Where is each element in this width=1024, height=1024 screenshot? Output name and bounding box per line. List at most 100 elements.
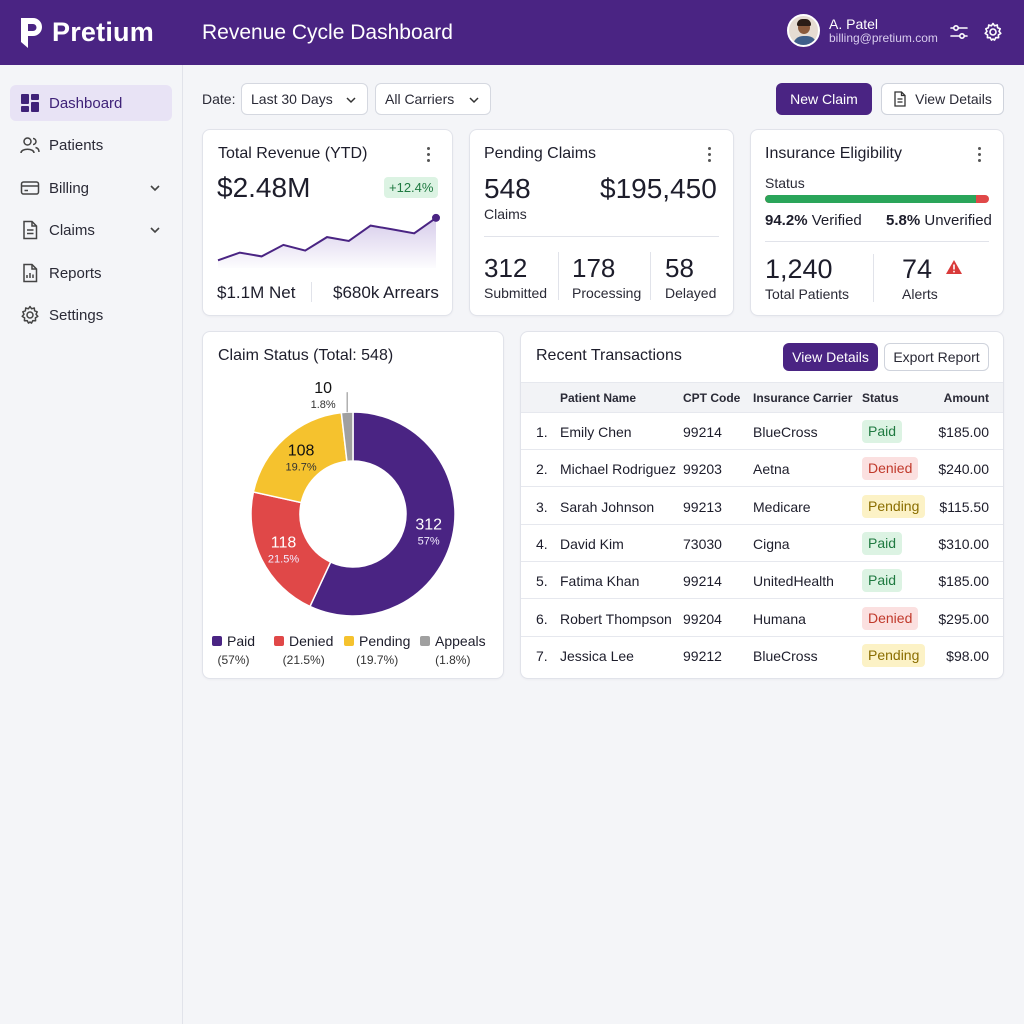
legend-label: Paid — [227, 632, 256, 649]
legend-item-pending[interactable]: Pending (19.7%) — [344, 632, 410, 667]
insurance-carrier: Cigna — [753, 535, 790, 552]
transactions-view-details-button[interactable]: View Details — [783, 343, 878, 371]
status-badge: Paid — [862, 420, 903, 443]
legend-item-paid[interactable]: Paid (57%) — [212, 632, 255, 667]
view-details-label: View Details — [915, 91, 992, 107]
alerts-label: Alerts — [902, 286, 938, 302]
claim-status-donut-chart: 312 57% 118 21.5% 108 19.7% 10 1.8% — [250, 380, 456, 617]
more-options-icon[interactable] — [427, 147, 431, 163]
column-header-amount[interactable]: Amount — [943, 391, 989, 405]
table-row[interactable]: 5. Fatima Khan 99214 UnitedHealth Paid $185.0… — [521, 562, 1003, 600]
patient-name: Fatima Khan — [560, 573, 640, 590]
total-revenue-card — [202, 129, 453, 316]
table-row[interactable]: 7. Jessica Lee 99212 BlueCross Pending $98.00 — [521, 637, 1003, 674]
user-name: A. Patel — [829, 15, 879, 32]
chevron-down-icon[interactable] — [148, 181, 162, 195]
table-row[interactable]: 4. David Kim 73030 Cigna Paid $310.00 — [521, 525, 1003, 562]
pending-count-label: Claims — [484, 206, 527, 222]
delayed-count: 58 — [665, 253, 694, 283]
sidebar-item-reports[interactable]: Reports — [10, 255, 172, 291]
table-row[interactable]: 1. Emily Chen 99214 BlueCross Paid $185.00 — [521, 413, 1003, 450]
status-badge: Pending — [862, 643, 926, 667]
sidebar-item-claims[interactable]: Claims — [10, 212, 172, 248]
legend-percent: (21.5%) — [282, 653, 325, 667]
sidebar-item-patients[interactable]: Patients — [10, 127, 172, 163]
insurance-carrier: BlueCross — [753, 424, 818, 440]
eligibility-progress-fill — [765, 195, 976, 203]
unverified-stat: 5.8% Unverified — [886, 212, 992, 229]
gear-icon — [21, 305, 39, 324]
status-badge: Denied — [862, 457, 919, 481]
legend-swatch — [274, 635, 284, 646]
donut-slice-paid[interactable] — [308, 411, 456, 617]
table-row[interactable]: 6. Robert Thompson 99204 Humana Denied $295.0… — [521, 600, 1003, 637]
patient-name: Emily Chen — [560, 424, 632, 440]
table-header: Patient Name CPT Code Insurance Carrier … — [521, 382, 1003, 413]
sidebar-item-dashboard[interactable]: Dashboard — [10, 85, 172, 121]
sparkline-endpoint — [432, 213, 440, 222]
legend-swatch — [420, 635, 430, 646]
donut-percent-label: 19.7% — [285, 461, 316, 473]
status-badge: Paid — [862, 569, 903, 593]
new-claim-button[interactable]: New Claim — [776, 83, 872, 115]
legend-item-appeals[interactable]: Appeals (1.8%) — [420, 632, 486, 667]
brand[interactable]: Pretium — [0, 16, 183, 50]
card-title: Pending Claims — [484, 145, 597, 162]
card-title: Claim Status (Total: 548) — [218, 347, 394, 364]
column-header-patient[interactable]: Patient Name — [560, 391, 637, 405]
pending-count: 548 — [484, 173, 531, 204]
unverified-label: Unverified — [924, 212, 992, 229]
donut-slice-denied[interactable] — [250, 491, 332, 608]
row-number: 7. — [536, 647, 548, 664]
table-row[interactable]: 3. Sarah Johnson 99213 Medicare Pending $115.… — [521, 488, 1003, 525]
carrier-select[interactable]: All Carriers — [375, 83, 491, 115]
chevron-down-icon[interactable] — [148, 223, 162, 237]
sidebar-item-settings[interactable]: Settings — [10, 297, 172, 333]
insurance-eligibility-card — [750, 129, 1004, 316]
dashboard-icon — [21, 94, 39, 112]
insurance-carrier: Humana — [753, 610, 806, 627]
page-title: Revenue Cycle Dashboard — [202, 20, 453, 44]
column-header-status[interactable]: Status — [862, 391, 899, 405]
sidebar-item-label: Settings — [49, 306, 104, 324]
date-range-select[interactable]: Last 30 Days — [241, 83, 368, 115]
sliders-icon[interactable] — [949, 22, 969, 42]
chevron-down-icon — [469, 97, 479, 104]
patient-name: Sarah Johnson — [560, 498, 655, 515]
cpt-code: 99213 — [683, 498, 722, 515]
donut-value-label: 10 — [314, 380, 332, 397]
submitted-count: 312 — [484, 253, 528, 283]
column-header-cpt[interactable]: CPT Code — [683, 391, 741, 405]
more-options-icon[interactable] — [708, 147, 712, 163]
amount: $240.00 — [938, 461, 989, 478]
sidebar-item-billing[interactable]: Billing — [10, 170, 172, 206]
legend-label: Appeals — [435, 632, 486, 649]
gear-icon[interactable] — [983, 22, 1003, 42]
pending-claims-card — [469, 129, 734, 316]
patient-name: Jessica Lee — [560, 647, 634, 664]
table-row[interactable]: 2. Michael Rodriguez 99203 Aetna Denied $240.… — [521, 450, 1003, 488]
donut-slice-pending[interactable] — [252, 411, 348, 504]
row-number: 6. — [536, 610, 548, 627]
insurance-carrier: UnitedHealth — [753, 573, 834, 590]
amount: $295.00 — [938, 610, 989, 627]
column-header-carrier[interactable]: Insurance Carrier — [753, 391, 853, 405]
avatar[interactable] — [787, 14, 820, 47]
total-patients-count: 1,240 — [765, 254, 833, 284]
arrears-revenue: $680k Arrears — [333, 283, 439, 302]
patient-name: Michael Rodriguez — [560, 461, 676, 478]
processing-count: 178 — [572, 253, 616, 283]
amount: $185.00 — [938, 573, 989, 590]
amount: $310.00 — [938, 535, 989, 552]
card-title: Insurance Eligibility — [765, 145, 902, 162]
export-report-button[interactable]: Export Report — [884, 343, 989, 371]
view-details-button[interactable]: View Details — [881, 83, 1004, 115]
legend-item-denied[interactable]: Denied (21.5%) — [274, 632, 333, 667]
more-options-icon[interactable] — [978, 147, 982, 163]
donut-slice-appeals[interactable] — [340, 411, 354, 463]
user-profile[interactable]: A. Patel billing@pretium.com — [787, 14, 938, 47]
donut-percent-label: 1.8% — [311, 399, 336, 411]
patient-name: David Kim — [560, 535, 624, 552]
cpt-code: 99204 — [683, 610, 722, 627]
users-icon — [20, 137, 40, 154]
